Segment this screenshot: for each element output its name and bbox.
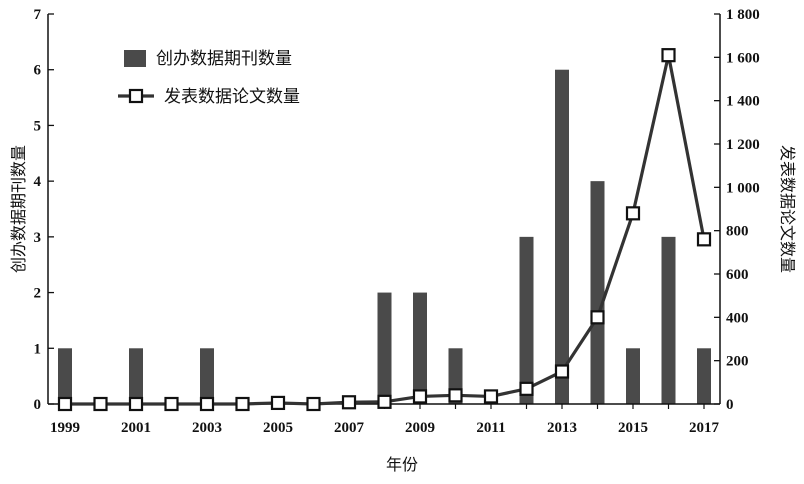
bar-2001 bbox=[129, 348, 143, 404]
right-tick-label: 1 200 bbox=[726, 137, 760, 153]
legend-bar-swatch bbox=[124, 50, 146, 67]
left-tick-label: 4 bbox=[34, 174, 42, 190]
left-tick-label: 1 bbox=[34, 341, 42, 357]
line-point-2005 bbox=[270, 395, 286, 411]
right-tick-label: 1 000 bbox=[726, 180, 760, 196]
line-point-2016 bbox=[661, 48, 676, 63]
x-tick-label: 2011 bbox=[476, 420, 505, 436]
bar-2008 bbox=[377, 292, 392, 404]
line-point-2010 bbox=[448, 388, 463, 403]
bar-2009 bbox=[413, 292, 427, 404]
left-tick-label: 5 bbox=[34, 118, 42, 134]
bar-2003 bbox=[200, 348, 214, 404]
x-tick-label: 2009 bbox=[405, 420, 435, 436]
bar-2013 bbox=[555, 69, 569, 404]
line-point-2001 bbox=[128, 396, 144, 412]
line-point-2015 bbox=[625, 206, 641, 221]
line-point-2007 bbox=[341, 395, 357, 410]
line-point-2000 bbox=[93, 396, 108, 412]
line-point-2008 bbox=[377, 394, 392, 409]
line-point-2004 bbox=[235, 396, 250, 412]
left-tick-label: 2 bbox=[34, 286, 42, 302]
left-tick-label: 3 bbox=[34, 230, 42, 246]
legend-label-papers: 发表数据论文数量 bbox=[164, 87, 300, 107]
x-tick-label: 2005 bbox=[263, 420, 293, 436]
bar-2016 bbox=[661, 236, 676, 404]
right-tick-label: 1 800 bbox=[726, 7, 760, 23]
line-point-2011 bbox=[483, 389, 499, 404]
line-point-1999 bbox=[57, 396, 73, 412]
legend-label-journals: 创办数据期刊数量 bbox=[156, 49, 292, 69]
line-point-2013 bbox=[554, 364, 570, 379]
bar-1999 bbox=[58, 348, 72, 404]
line-point-2017 bbox=[696, 232, 712, 247]
right-tick-label: 1 600 bbox=[726, 50, 760, 66]
left-axis-title: 创办数据期刊数量 bbox=[9, 145, 28, 273]
x-tick-label: 2013 bbox=[547, 420, 577, 436]
left-tick-label: 7 bbox=[34, 7, 42, 23]
right-tick-label: 200 bbox=[726, 354, 749, 370]
bar-2015 bbox=[626, 348, 640, 404]
line-point-2003 bbox=[199, 396, 215, 412]
line-point-2002 bbox=[164, 396, 179, 412]
x-tick-label: 2007 bbox=[334, 420, 365, 436]
bar-2012 bbox=[519, 236, 534, 404]
x-axis-title: 年份 bbox=[386, 455, 418, 474]
x-tick-label: 2003 bbox=[192, 420, 222, 436]
left-tick-label: 6 bbox=[34, 63, 42, 79]
line-point-2012 bbox=[519, 381, 534, 396]
line-point-2014 bbox=[590, 310, 605, 325]
right-tick-label: 800 bbox=[726, 224, 749, 240]
right-tick-label: 0 bbox=[726, 397, 734, 413]
x-tick-label: 1999 bbox=[50, 420, 80, 436]
x-tick-label: 2017 bbox=[689, 420, 720, 436]
bar-2014 bbox=[590, 181, 605, 404]
right-tick-label: 600 bbox=[726, 267, 749, 283]
line-point-2006 bbox=[306, 396, 321, 412]
right-axis-title: 发表数据论文数量 bbox=[778, 145, 797, 273]
right-tick-label: 1 400 bbox=[726, 94, 760, 110]
left-tick-label: 0 bbox=[34, 397, 42, 413]
legend-marker-swatch bbox=[128, 88, 144, 104]
line-point-2009 bbox=[412, 389, 428, 404]
bar-2017 bbox=[697, 348, 711, 404]
right-tick-label: 400 bbox=[726, 310, 749, 326]
x-tick-label: 2001 bbox=[121, 420, 151, 436]
x-tick-label: 2015 bbox=[618, 420, 648, 436]
